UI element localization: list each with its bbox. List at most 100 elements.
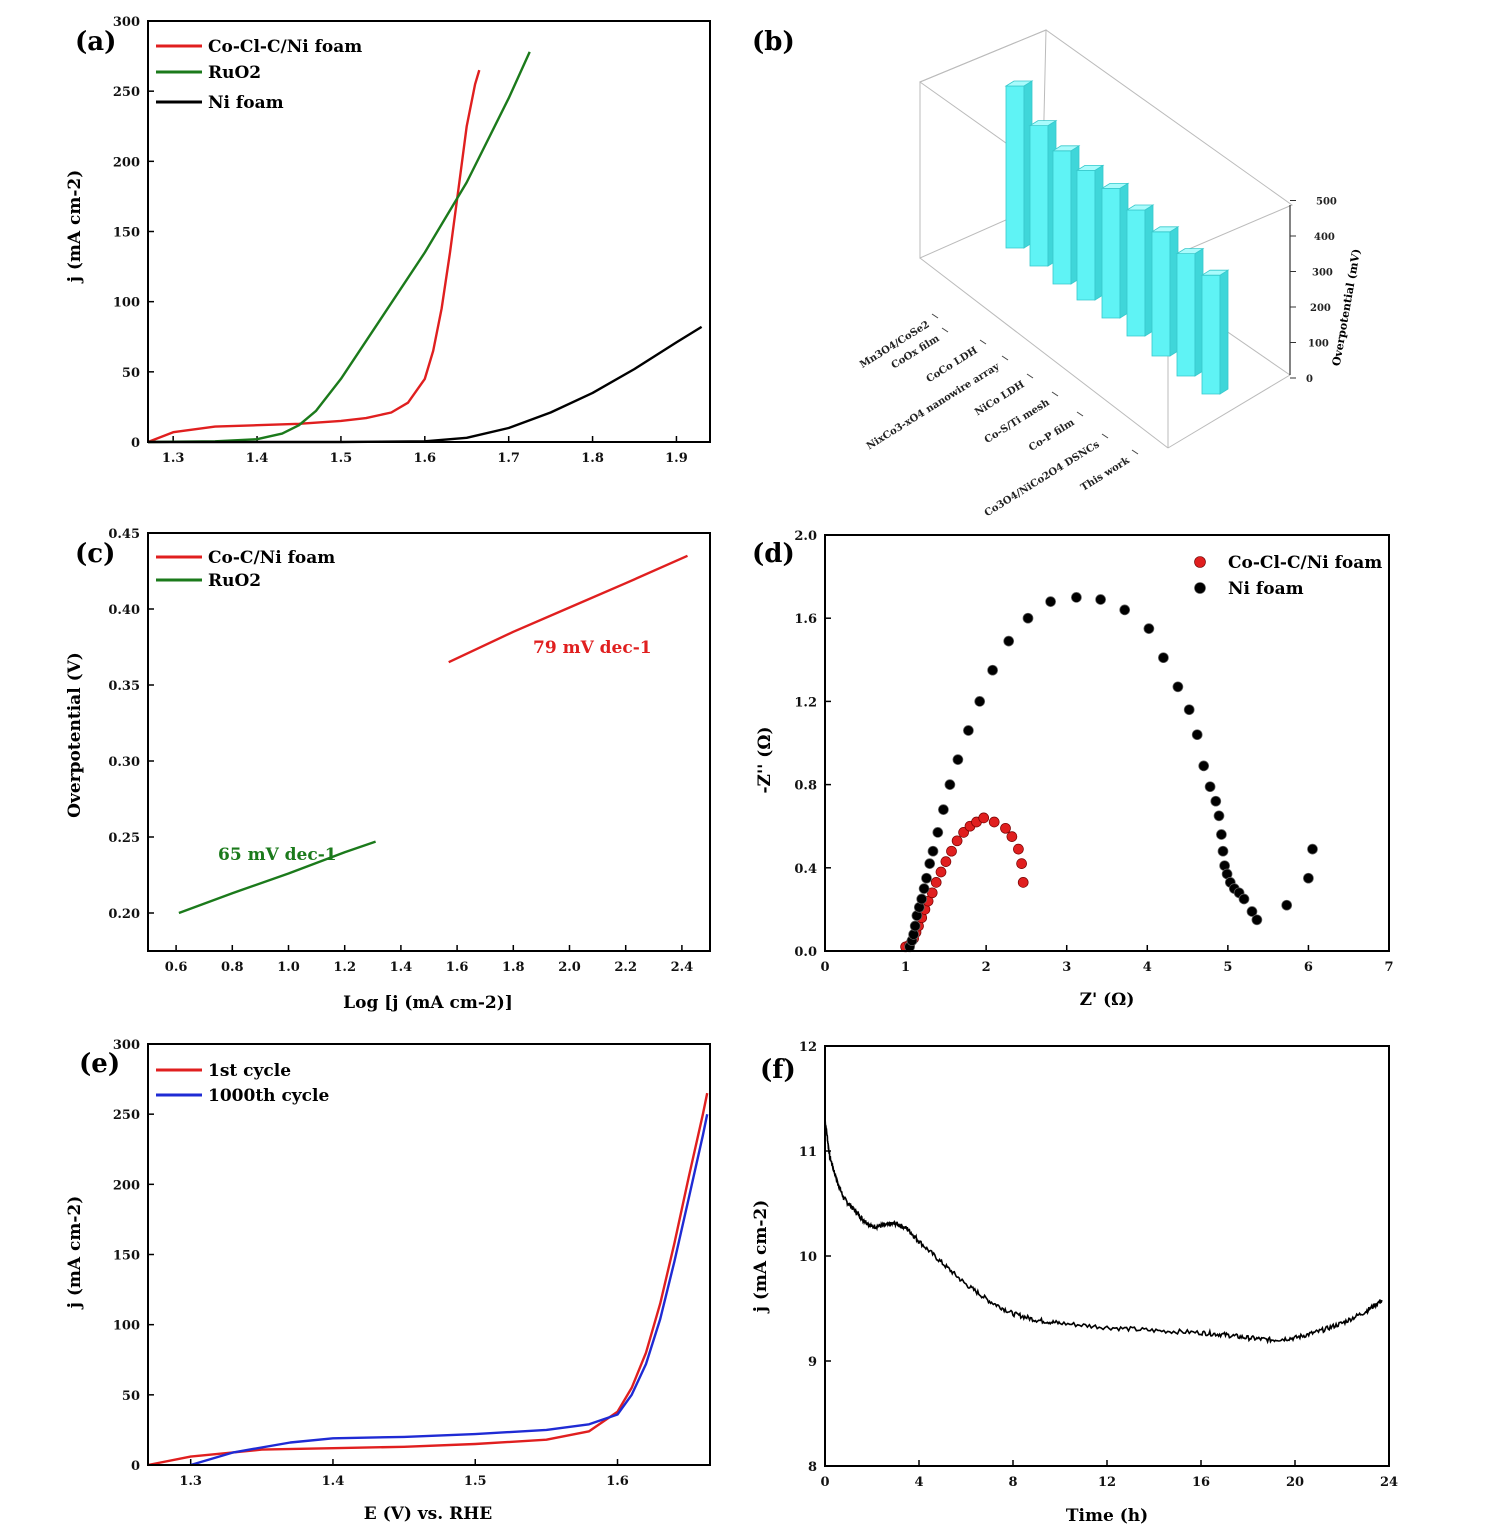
point-ni-foam-12: [938, 804, 949, 815]
plot-e: 1.3 1.4 1.5 1.6 0 50 100 150 200 250 300: [113, 1038, 709, 1489]
y-tick-label-a-4: 200: [113, 155, 140, 170]
point-ni-foam-28: [1191, 729, 1203, 741]
y-axis-label-a: j (mA cm-2): [65, 170, 85, 284]
x-tick-label-d-3: 3: [1062, 960, 1071, 975]
point-ni-foam-44: [1303, 872, 1314, 884]
panel-label-c: (c): [75, 539, 115, 569]
x-tick-label-c-7: 2.0: [558, 960, 581, 975]
y-tick-label-e-3: 150: [113, 1249, 140, 1264]
z-tick-label-3: 300: [1312, 268, 1333, 279]
x-tick-label-c-0: 0.6: [165, 960, 188, 975]
y-tick-label-d-1: 0.4: [794, 862, 817, 877]
panel-a: 1.3 1.4 1.5 1.6 1.7 1.8 1.9050100150200250300 …: [65, 15, 711, 466]
y-tick-label-e-5: 250: [113, 1108, 140, 1123]
legend-label-1000th: 1000th cycle: [208, 1086, 329, 1106]
y-tick-label-f-1: 9: [808, 1355, 817, 1370]
point-ni-foam-13: [944, 779, 956, 790]
legend-d: Co-Cl-C/Ni foam Ni foam: [1194, 553, 1382, 599]
point-ni-foam-33: [1216, 829, 1227, 840]
y-tick-label-e-4: 200: [113, 1178, 140, 1193]
legend-label-ni-foam: Ni foam: [208, 93, 284, 113]
y-tick-label-a-2: 100: [113, 296, 140, 311]
x-tick-label-c-3: 1.2: [333, 960, 356, 975]
y-tick-label-c-4: 0.40: [108, 603, 140, 618]
panel-label-a: (a): [75, 27, 116, 57]
x-tick-label-a-4: 1.7: [497, 451, 520, 466]
y-tick-label-d-5: 2.0: [794, 529, 817, 544]
point-ni-foam-30: [1204, 781, 1216, 793]
point-co-cl-c-ni-foam-9: [930, 877, 942, 888]
legend-marker-co-cl-c: [1194, 556, 1206, 568]
category-tick-6: [1076, 411, 1084, 417]
point-ni-foam-40: [1238, 893, 1250, 905]
bar-front-2: [1052, 150, 1072, 285]
category-tick-3: [1001, 355, 1009, 361]
point-ni-foam-23: [1119, 604, 1131, 616]
bar-front-4: [1101, 187, 1121, 319]
point-ni-foam-43: [1281, 899, 1293, 911]
z-tick-label-1: 100: [1308, 339, 1329, 350]
floor-front-edge: [919, 257, 1169, 449]
y-tick-label-e-0: 0: [131, 1459, 140, 1474]
plot-f: 0 4 8 12 16 20 24 8 9 10 11 12: [799, 1040, 1398, 1490]
point-ni-foam-10: [927, 845, 939, 857]
bar-top-5: [1125, 204, 1155, 211]
category-tick-5: [1051, 391, 1059, 397]
point-co-cl-c-ni-foam-22: [1016, 858, 1027, 869]
y-tick-label-d-3: 1.2: [794, 695, 817, 710]
legend-marker-ni-foam: [1194, 582, 1206, 594]
y-axis-label-d: -Z'' (Ω): [755, 726, 775, 793]
point-ni-foam-29: [1198, 760, 1210, 772]
x-tick-label-c-1: 0.8: [221, 960, 244, 975]
x-tick-label-c-4: 1.4: [390, 960, 413, 975]
legend-label-co-c: Co-C/Ni foam: [208, 548, 335, 568]
annotation-tafel-co-c: 79 mV dec-1: [533, 638, 652, 658]
plot-frame-c: [147, 532, 711, 952]
x-axis-label-e: E (V) vs. RHE: [364, 1504, 493, 1524]
legend-a: Co-Cl-C/Ni foam RuO2 Ni foam: [156, 37, 362, 113]
x-tick-label-f-3: 12: [1098, 1475, 1116, 1490]
panel-label-e: (e): [79, 1049, 120, 1079]
point-ni-foam-22: [1095, 594, 1106, 605]
legend-e: 1st cycle 1000th cycle: [156, 1061, 329, 1106]
point-ni-foam-26: [1172, 681, 1184, 693]
y-tick-label-e-6: 300: [113, 1038, 140, 1053]
point-ni-foam-25: [1158, 652, 1169, 664]
category-tick-1: [941, 327, 949, 333]
legend-label-ruo2: RuO2: [208, 63, 261, 83]
point-ni-foam-19: [1022, 612, 1034, 624]
y-tick-label-c-1: 0.25: [108, 831, 140, 846]
x-tick-label-a-1: 1.4: [246, 451, 269, 466]
category-tick-7: [1101, 433, 1109, 439]
y-axis-label-e: j (mA cm-2): [65, 1196, 85, 1310]
point-ni-foam-17: [987, 664, 998, 676]
y-tick-label-d-0: 0.0: [794, 945, 817, 960]
x-tick-label-e-0: 1.3: [179, 1474, 202, 1489]
x-tick-label-c-2: 1.0: [277, 960, 300, 975]
bar-front-6: [1151, 231, 1171, 357]
y-tick-label-d-4: 1.6: [794, 612, 817, 627]
x-tick-label-a-2: 1.5: [330, 451, 353, 466]
bar-front-1: [1029, 125, 1049, 267]
panel-label-d: (d): [752, 539, 795, 569]
z-tick-label-2: 200: [1310, 303, 1331, 314]
series-line-c-co-c-ni-foam: [448, 554, 688, 664]
x-axis-label-f: Time (h): [1066, 1506, 1148, 1526]
x-tick-label-d-2: 2: [982, 960, 991, 975]
y-tick-label-c-3: 0.35: [108, 679, 140, 694]
bar-top-1: [1028, 120, 1058, 126]
point-co-cl-c-ni-foam-10: [935, 866, 947, 878]
bar-top-3: [1075, 164, 1105, 171]
plot-frame-e: [147, 1043, 711, 1466]
y-tick-label-d-2: 0.8: [794, 779, 817, 794]
point-ni-foam-9: [924, 858, 936, 869]
point-co-cl-c-ni-foam-23: [1017, 877, 1029, 888]
floor-right-edge: [1167, 374, 1291, 449]
point-co-cl-c-ni-foam-12: [946, 845, 957, 857]
z-tick-label-0: 0: [1306, 374, 1313, 385]
y-tick-label-f-2: 10: [799, 1250, 817, 1265]
bar-side-8: [1219, 269, 1229, 395]
point-ni-foam-14: [952, 754, 964, 765]
y-tick-label-c-5: 0.45: [108, 527, 140, 542]
